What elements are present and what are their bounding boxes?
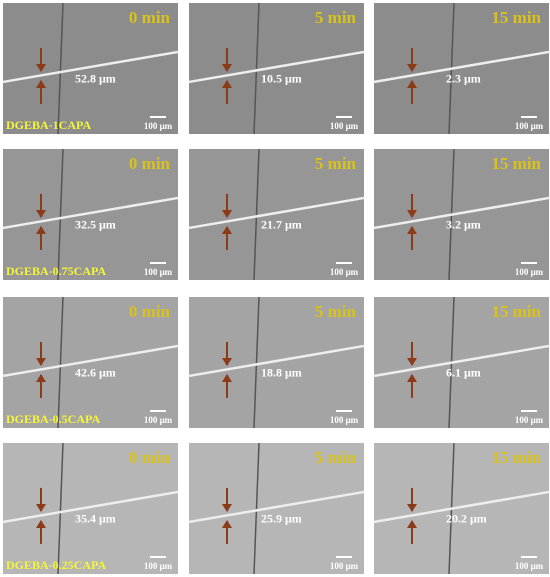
sample-label: DGEBA-0.75CAPA — [6, 264, 106, 278]
micrograph — [189, 297, 364, 428]
micrograph — [374, 443, 549, 574]
scratch — [373, 196, 550, 230]
arrow-head — [222, 373, 232, 382]
scale-label: 100 μm — [330, 267, 359, 277]
scratch — [2, 344, 179, 378]
scale-label: 100 μm — [144, 561, 173, 571]
width-label: 10.5 μm — [261, 72, 302, 86]
sample-label: DGEBA-1CAPA — [6, 118, 91, 132]
arrow-head — [407, 503, 417, 512]
scratch — [373, 344, 550, 378]
time-label: 15 min — [491, 448, 541, 467]
width-label: 42.6 μm — [75, 366, 116, 380]
scale-label: 100 μm — [515, 121, 544, 131]
crack-vertical — [253, 296, 260, 429]
time-label: 0 min — [129, 448, 171, 467]
scale-label: 100 μm — [330, 415, 359, 425]
micrograph — [189, 3, 364, 134]
scale-label: 100 μm — [515, 415, 544, 425]
time-label: 5 min — [315, 302, 357, 321]
scratch — [188, 344, 365, 378]
arrow-head — [36, 209, 46, 218]
width-label: 18.8 μm — [261, 366, 302, 380]
scale-label: 100 μm — [144, 121, 173, 131]
scale-label: 100 μm — [144, 267, 173, 277]
crack-vertical — [253, 442, 260, 575]
micrograph — [3, 443, 178, 574]
time-label: 0 min — [129, 8, 171, 27]
crack-vertical — [57, 442, 64, 575]
scale-label: 100 μm — [144, 415, 173, 425]
width-label: 25.9 μm — [261, 512, 302, 526]
width-label: 2.3 μm — [446, 72, 481, 86]
time-label: 0 min — [129, 154, 171, 173]
arrow-head — [36, 519, 46, 528]
arrow-head — [222, 519, 232, 528]
scratch — [188, 490, 365, 524]
crack-vertical — [57, 296, 64, 429]
arrow-head — [36, 225, 46, 234]
width-label: 35.4 μm — [75, 512, 116, 526]
crack-vertical — [57, 148, 64, 281]
arrow-head — [36, 373, 46, 382]
micrograph — [3, 3, 178, 134]
scale-label: 100 μm — [330, 121, 359, 131]
time-label: 5 min — [315, 154, 357, 173]
arrow-head — [407, 519, 417, 528]
time-label: 5 min — [315, 448, 357, 467]
arrow-head — [222, 79, 232, 88]
crack-vertical — [253, 148, 260, 281]
width-label: 21.7 μm — [261, 218, 302, 232]
arrow-head — [36, 79, 46, 88]
arrow-head — [407, 63, 417, 72]
arrow-head — [36, 63, 46, 72]
arrow-head — [36, 357, 46, 366]
arrow-head — [36, 503, 46, 512]
time-label: 0 min — [129, 302, 171, 321]
scale-label: 100 μm — [515, 267, 544, 277]
width-label: 20.2 μm — [446, 512, 487, 526]
width-label: 3.2 μm — [446, 218, 481, 232]
arrow-head — [407, 225, 417, 234]
width-label: 6.1 μm — [446, 366, 481, 380]
scale-label: 100 μm — [330, 561, 359, 571]
sample-label: DGEBA-0.5CAPA — [6, 412, 100, 426]
crack-vertical — [253, 2, 260, 135]
micrograph — [3, 149, 178, 280]
scratch — [373, 50, 550, 84]
arrow-head — [407, 79, 417, 88]
time-label: 15 min — [491, 8, 541, 27]
arrow-head — [222, 209, 232, 218]
micrograph — [3, 297, 178, 428]
arrow-head — [222, 63, 232, 72]
width-label: 32.5 μm — [75, 218, 116, 232]
arrow-head — [222, 225, 232, 234]
arrow-head — [222, 503, 232, 512]
scratch — [373, 490, 550, 524]
micrograph — [374, 149, 549, 280]
micrograph — [189, 443, 364, 574]
time-label: 5 min — [315, 8, 357, 27]
crack-vertical — [57, 2, 64, 135]
micrograph — [189, 149, 364, 280]
scratch — [2, 490, 179, 524]
scratch — [188, 50, 365, 84]
arrow-head — [407, 357, 417, 366]
sample-label: DGEBA-0.25CAPA — [6, 558, 106, 572]
time-label: 15 min — [491, 302, 541, 321]
scale-label: 100 μm — [515, 561, 544, 571]
width-label: 52.8 μm — [75, 72, 116, 86]
scratch — [2, 196, 179, 230]
micrograph — [374, 297, 549, 428]
arrow-head — [222, 357, 232, 366]
time-label: 15 min — [491, 154, 541, 173]
arrow-head — [407, 209, 417, 218]
scratch — [188, 196, 365, 230]
arrow-head — [407, 373, 417, 382]
micrograph — [374, 3, 549, 134]
scratch — [2, 50, 179, 84]
